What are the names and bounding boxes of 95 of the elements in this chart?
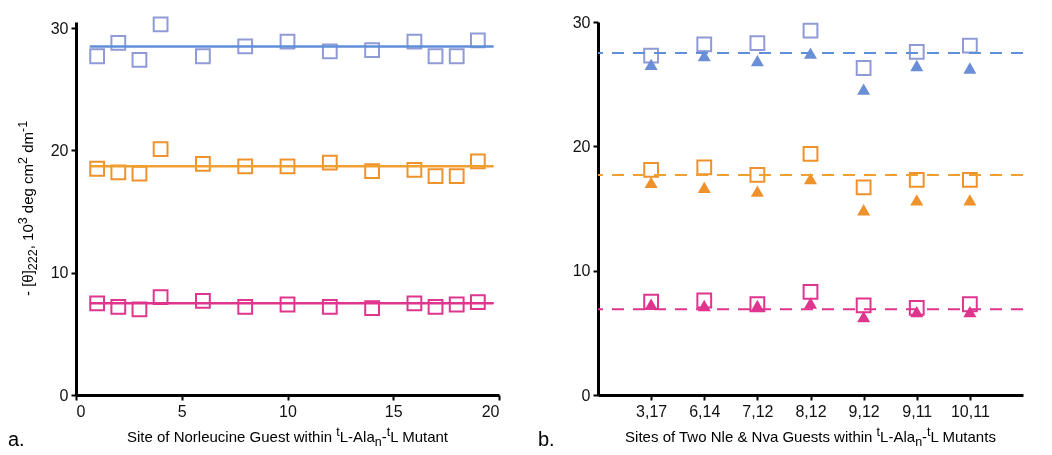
point: [110, 299, 127, 315]
text: b.: [538, 428, 555, 451]
point: [749, 167, 766, 183]
point: [961, 37, 978, 54]
point: [131, 52, 148, 68]
point: [803, 47, 818, 59]
x-tick-label: 5: [177, 402, 187, 420]
y-tick-label: 20: [572, 137, 591, 155]
point: [961, 296, 978, 313]
x-tick-label: 7,12: [742, 402, 774, 420]
point: [750, 185, 764, 197]
x-tick-label: 20: [481, 402, 500, 420]
point: [963, 194, 977, 206]
point: [908, 43, 925, 60]
point: [857, 311, 871, 323]
point: [321, 154, 338, 171]
point: [644, 58, 658, 70]
point: [89, 295, 106, 312]
point: [110, 34, 127, 51]
y-tick-label: 30: [50, 19, 69, 37]
point: [643, 47, 660, 64]
point: [910, 194, 924, 206]
point: [908, 300, 925, 316]
x-tick-label: 10,11: [950, 402, 990, 420]
point: [448, 168, 465, 184]
point: [448, 48, 465, 65]
y-tick-label: 30: [572, 13, 591, 31]
point: [857, 83, 871, 95]
point: [364, 42, 380, 59]
point: [427, 299, 444, 315]
point: [131, 165, 148, 182]
point: [643, 162, 660, 178]
point: [195, 292, 211, 309]
point: [643, 293, 660, 310]
point: [802, 145, 819, 162]
point: [750, 54, 764, 67]
y-tick-label: 20: [50, 141, 69, 159]
point: [469, 153, 486, 170]
point: [279, 296, 296, 313]
point: [469, 294, 486, 310]
point: [89, 160, 106, 177]
point: [749, 35, 766, 52]
x-axis-title: Sites of Two Nle & Nva Guests within $^{t}$L-Ala$_{n}$-$^{t}$L Mutants: [625, 425, 996, 449]
point: [803, 297, 818, 309]
point: [644, 298, 658, 310]
point: [195, 48, 211, 65]
x-tick-label: 3,17: [636, 402, 668, 420]
point: [195, 155, 211, 172]
point: [279, 33, 296, 50]
point: [910, 59, 924, 72]
x-tick-label: 15: [384, 402, 403, 420]
point: [696, 159, 713, 176]
point: [857, 204, 871, 216]
y-tick-label: 10: [50, 264, 69, 282]
point: [364, 300, 380, 317]
y-tick-label: 10: [572, 262, 591, 280]
point: [406, 295, 423, 312]
point: [855, 179, 872, 196]
point: [152, 16, 169, 33]
point: [237, 299, 254, 315]
point: [961, 172, 978, 188]
point: [696, 36, 713, 53]
point: [89, 48, 106, 65]
text: a.: [8, 428, 25, 451]
y-tick-label: 0: [581, 386, 591, 404]
point: [644, 176, 658, 189]
x-tick-label: 9,12: [848, 402, 880, 420]
point: [321, 299, 338, 315]
point: [855, 60, 872, 76]
point: [279, 158, 296, 175]
x-tick-label: 6,14: [689, 402, 721, 420]
point: [908, 172, 925, 188]
x-tick-label: 10: [279, 402, 297, 420]
point: [427, 48, 444, 65]
y-tick-label: 0: [59, 386, 69, 404]
point: [364, 163, 380, 180]
x-tick-label: 0: [76, 402, 86, 420]
point: [237, 38, 254, 55]
x-axis-title: Site of Norleucine Guest within $^{t}$L-Ala$_{n}$-$^{t}$L Mutant: [126, 425, 449, 449]
point: [802, 22, 819, 39]
point: [696, 292, 713, 309]
point: [237, 158, 254, 175]
point: [963, 62, 977, 74]
point: [697, 181, 711, 194]
point: [321, 43, 338, 60]
point: [802, 283, 819, 300]
x-tick-label: 8,12: [795, 402, 827, 420]
point: [803, 173, 818, 185]
point: [406, 33, 423, 50]
point: [855, 297, 872, 314]
x-tick-label: 9,11: [902, 402, 933, 420]
point: [427, 168, 444, 184]
point: [448, 296, 465, 313]
point: [406, 162, 423, 178]
point: [152, 141, 169, 158]
